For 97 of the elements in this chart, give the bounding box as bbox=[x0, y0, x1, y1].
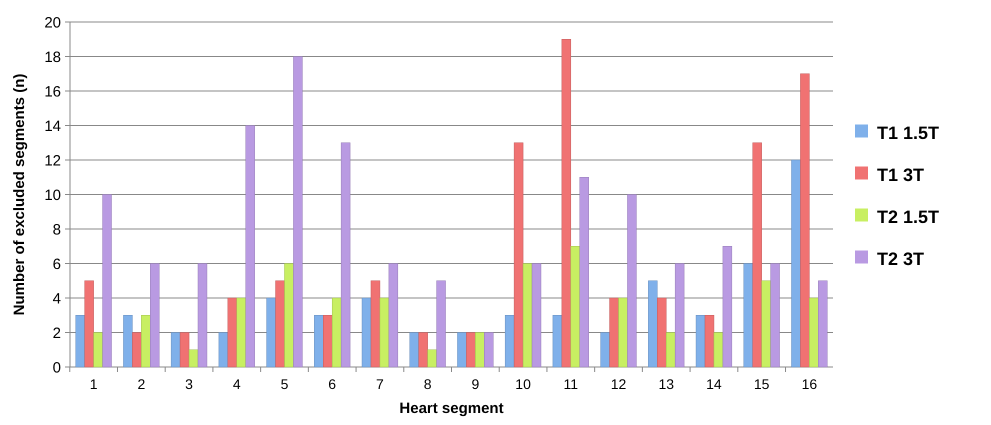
bar bbox=[218, 332, 228, 368]
bar bbox=[704, 315, 714, 368]
y-tick-label: 14 bbox=[44, 118, 61, 135]
x-tick-label: 16 bbox=[802, 376, 818, 392]
y-tick-label: 20 bbox=[44, 14, 61, 32]
bar bbox=[752, 142, 762, 368]
bar bbox=[791, 160, 801, 368]
bar bbox=[809, 298, 819, 368]
bar bbox=[744, 263, 753, 368]
x-tick-label: 1 bbox=[90, 376, 98, 392]
bar bbox=[609, 298, 619, 368]
legend-label: T2 1.5T bbox=[877, 206, 940, 227]
bar bbox=[770, 263, 780, 368]
bar bbox=[266, 298, 276, 368]
bar bbox=[141, 315, 151, 368]
bar bbox=[552, 315, 562, 368]
x-tick-label: 11 bbox=[564, 376, 578, 392]
bar bbox=[522, 263, 532, 368]
y-tick-label: 18 bbox=[44, 48, 61, 66]
bar bbox=[380, 298, 390, 368]
bar bbox=[696, 315, 706, 368]
bar bbox=[648, 280, 658, 368]
x-tick-label: 9 bbox=[471, 376, 480, 392]
x-axis-title: Heart segment bbox=[399, 400, 504, 417]
bar bbox=[236, 298, 246, 368]
bar bbox=[532, 263, 542, 368]
x-tick-label: 13 bbox=[658, 376, 674, 392]
bar bbox=[132, 332, 142, 368]
y-tick-label: 16 bbox=[44, 83, 61, 100]
bar bbox=[436, 280, 446, 368]
x-tick-label: 5 bbox=[280, 376, 289, 392]
bar bbox=[123, 315, 133, 368]
bar bbox=[579, 177, 589, 368]
bar bbox=[284, 263, 294, 368]
bar bbox=[93, 332, 103, 368]
bar bbox=[150, 263, 160, 368]
bar bbox=[323, 315, 332, 368]
y-axis-title: Number of excluded segments (n) bbox=[11, 74, 28, 316]
bar bbox=[188, 350, 198, 368]
x-tick-label: 15 bbox=[754, 376, 770, 392]
bar bbox=[370, 280, 380, 368]
bar bbox=[332, 298, 342, 368]
bar bbox=[475, 332, 485, 368]
bar bbox=[570, 246, 580, 368]
y-tick-label: 4 bbox=[52, 290, 61, 308]
bar bbox=[275, 280, 285, 368]
bar bbox=[418, 332, 428, 368]
y-tick-label: 0 bbox=[52, 359, 61, 376]
y-tick-label: 12 bbox=[44, 152, 61, 170]
y-tick-label: 6 bbox=[52, 256, 61, 273]
bar bbox=[600, 332, 610, 368]
x-tick-label: 14 bbox=[706, 376, 722, 392]
bar bbox=[427, 350, 437, 368]
bar bbox=[504, 315, 514, 368]
bar bbox=[484, 332, 494, 368]
x-tick-label: 12 bbox=[610, 376, 627, 392]
x-tick-label: 2 bbox=[137, 376, 146, 392]
x-tick-label: 3 bbox=[185, 376, 194, 392]
x-tick-label: 6 bbox=[328, 376, 336, 392]
bar bbox=[618, 298, 628, 368]
bar bbox=[170, 332, 180, 368]
y-tick-label: 8 bbox=[52, 221, 61, 238]
y-tick-label: 10 bbox=[44, 186, 61, 204]
bar bbox=[666, 332, 676, 368]
bar bbox=[228, 298, 238, 368]
bar bbox=[761, 280, 771, 368]
x-tick-label: 8 bbox=[424, 376, 432, 392]
bar bbox=[674, 263, 684, 368]
bar bbox=[293, 56, 303, 368]
bar bbox=[562, 39, 572, 368]
x-tick-label: 10 bbox=[515, 376, 532, 392]
bar bbox=[800, 74, 810, 368]
bar bbox=[340, 142, 350, 368]
bar bbox=[84, 280, 94, 368]
bar bbox=[198, 263, 208, 368]
bar bbox=[514, 142, 524, 368]
bar bbox=[466, 332, 476, 368]
legend-label: T1 1.5T bbox=[877, 122, 940, 143]
bar bbox=[102, 194, 112, 368]
legend-label: T1 3T bbox=[877, 164, 924, 185]
legend-label: T2 3T bbox=[877, 248, 924, 269]
bar bbox=[314, 315, 324, 368]
bar bbox=[180, 332, 190, 368]
bar bbox=[818, 280, 828, 368]
bar bbox=[362, 298, 372, 368]
bar bbox=[409, 332, 419, 368]
x-tick-label: 4 bbox=[232, 376, 241, 392]
bar bbox=[457, 332, 467, 368]
y-tick-label: 2 bbox=[52, 324, 61, 342]
bar bbox=[722, 246, 732, 368]
bar bbox=[627, 194, 637, 368]
bar bbox=[75, 315, 85, 368]
bar bbox=[245, 125, 255, 368]
bar bbox=[388, 263, 398, 368]
bar bbox=[714, 332, 724, 368]
bar bbox=[657, 298, 666, 368]
x-tick-label: 7 bbox=[376, 376, 384, 392]
